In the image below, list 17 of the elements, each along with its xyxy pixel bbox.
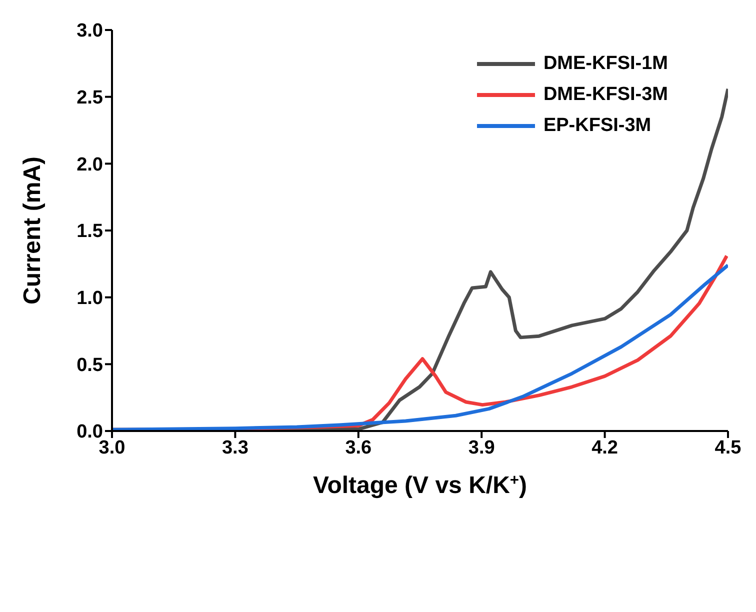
y-tick-label: 1.5 (76, 221, 104, 242)
legend-label: EP-KFSI-3M (543, 114, 652, 136)
legend-label: DME-KFSI-1M (543, 52, 668, 74)
x-tick-label: 3.0 (98, 437, 126, 458)
y-tick-label: 0.5 (76, 354, 104, 376)
x-axis-title: Voltage (V vs K/K$^{+}$) (312, 472, 528, 499)
x-tick-label: 3.3 (222, 437, 248, 458)
x-tick-label: 3.6 (345, 437, 372, 458)
x-tick-label: 4.5 (714, 437, 742, 458)
y-axis-title: Current (mA) (19, 156, 46, 304)
y-tick-label: 1.0 (76, 288, 103, 310)
x-tick-label: 3.9 (468, 437, 495, 458)
y-tick-label: 2.5 (76, 88, 104, 109)
y-tick-label: 2.0 (76, 154, 103, 176)
x-tick-label: 4.2 (592, 437, 618, 458)
y-tick-label: 3.0 (76, 20, 103, 42)
legend-label: DME-KFSI-3M (543, 84, 668, 106)
